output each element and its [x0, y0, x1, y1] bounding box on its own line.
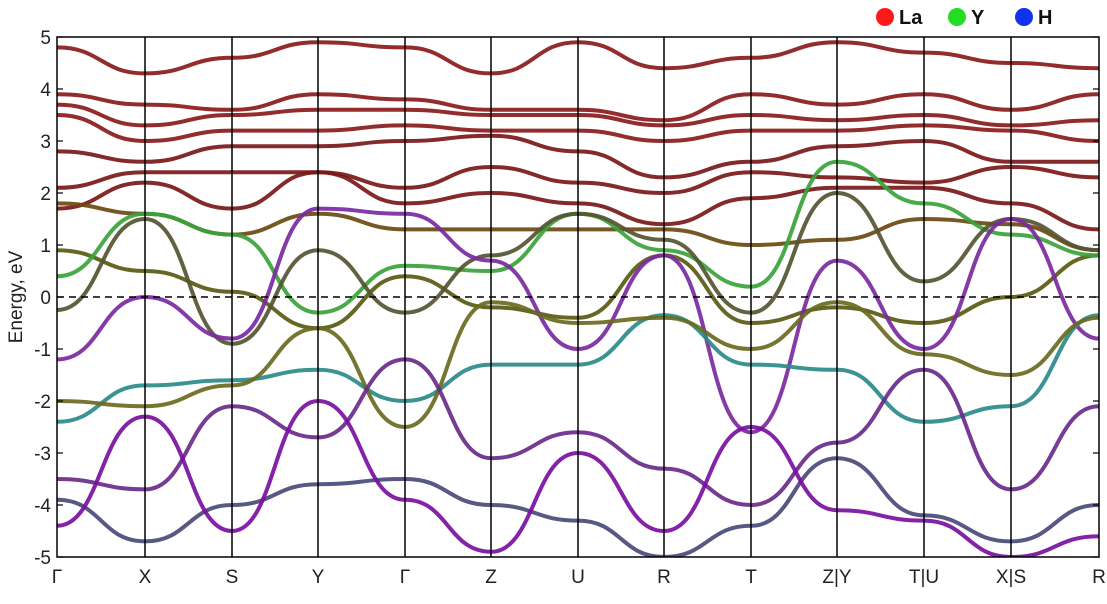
y-tick-label: 2 — [40, 184, 51, 205]
legend-label: Y — [971, 7, 985, 29]
legend: La Y H — [876, 7, 1052, 29]
x-tick-label: Γ — [52, 567, 62, 588]
legend-marker — [948, 8, 966, 26]
y-tick-label: 4 — [40, 80, 51, 101]
x-tick-label: Y — [312, 567, 325, 588]
y-axis-title: Energy, eV — [6, 250, 27, 343]
x-tick-label: S — [226, 567, 239, 588]
x-tick-label: Γ — [400, 567, 410, 588]
x-tick-label: T|U — [909, 567, 939, 588]
x-tick-label: Z — [485, 567, 497, 588]
band-line-15 — [57, 357, 1099, 508]
y-tick-label: -5 — [34, 548, 51, 569]
band-line-17 — [57, 398, 1099, 557]
x-tick-label: R — [1092, 567, 1106, 588]
band-line-12 — [57, 206, 1099, 435]
y-tick-label: 1 — [40, 236, 51, 257]
x-tick-label: T — [745, 567, 757, 588]
x-axis: Γ X S Y Γ Z U R T Z|Y T|U X|S R — [52, 567, 1106, 588]
y-tick-label: 0 — [40, 288, 51, 309]
y-tick-label: 3 — [40, 132, 51, 153]
x-tick-label: R — [657, 567, 671, 588]
legend-label: H — [1038, 7, 1052, 29]
x-tick-label: U — [571, 567, 585, 588]
legend-label: La — [899, 7, 923, 29]
y-tick-label: 5 — [40, 28, 51, 49]
y-tick-label: -2 — [34, 392, 51, 413]
y-tick-label: -4 — [34, 496, 51, 517]
x-tick-label: Z|Y — [822, 567, 852, 588]
y-tick-label: -3 — [34, 444, 51, 465]
legend-marker — [1015, 8, 1033, 26]
y-axis: -5 -4 -3 -2 -1 0 1 2 3 4 5 — [34, 28, 1099, 569]
legend-marker — [876, 8, 894, 26]
y-tick-label: -1 — [34, 340, 51, 361]
x-tick-label: X — [139, 567, 152, 588]
x-tick-label: X|S — [996, 567, 1026, 588]
